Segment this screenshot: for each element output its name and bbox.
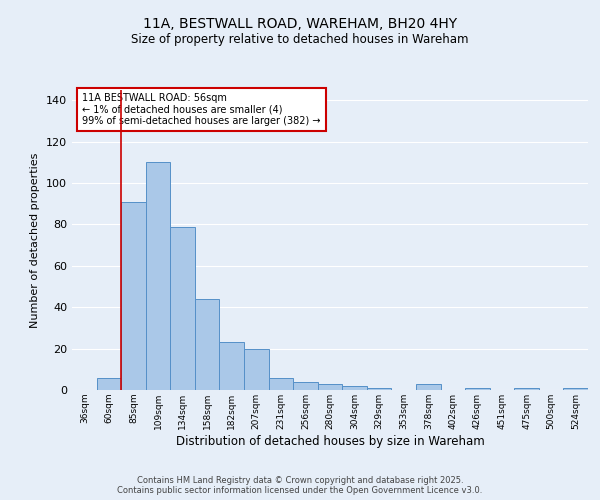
Bar (170, 226, 195, 390)
Bar (514, 388, 539, 390)
Y-axis label: Number of detached properties: Number of detached properties (31, 152, 40, 328)
Bar (563, 388, 588, 390)
Bar (220, 342, 244, 390)
Bar (97, 378, 121, 390)
Text: 11A, BESTWALL ROAD, WAREHAM, BH20 4HY: 11A, BESTWALL ROAD, WAREHAM, BH20 4HY (143, 18, 457, 32)
Bar (244, 348, 269, 390)
Bar (416, 384, 440, 390)
Bar (269, 378, 293, 390)
Bar (293, 382, 318, 390)
Bar (318, 384, 342, 390)
Bar (121, 202, 146, 390)
Text: Size of property relative to detached houses in Wareham: Size of property relative to detached ho… (131, 32, 469, 46)
X-axis label: Distribution of detached houses by size in Wareham: Distribution of detached houses by size … (176, 434, 484, 448)
Bar (195, 299, 220, 390)
Bar (146, 162, 170, 390)
Bar (465, 388, 490, 390)
Text: 11A BESTWALL ROAD: 56sqm
← 1% of detached houses are smaller (4)
99% of semi-det: 11A BESTWALL ROAD: 56sqm ← 1% of detache… (82, 93, 321, 126)
Bar (367, 388, 391, 390)
Text: Contains HM Land Registry data © Crown copyright and database right 2025.
Contai: Contains HM Land Registry data © Crown c… (118, 476, 482, 495)
Bar (342, 386, 367, 390)
